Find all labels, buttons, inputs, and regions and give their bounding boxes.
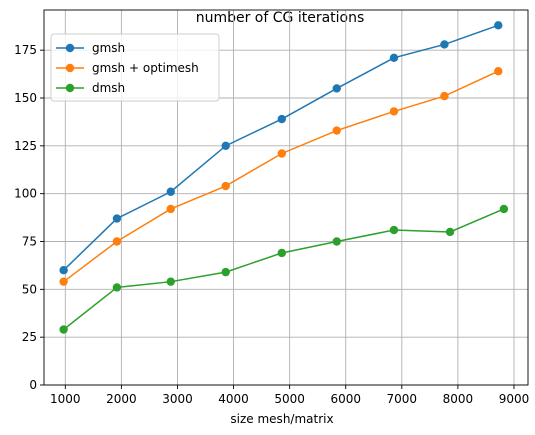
data-point [112, 214, 122, 223]
data-point [277, 149, 286, 158]
data-point [112, 283, 122, 292]
data-point [277, 248, 286, 258]
data-point [59, 277, 68, 286]
grid [44, 10, 528, 386]
y-tick-label: 50 [22, 282, 37, 296]
x-tick-label: 9000 [499, 392, 530, 406]
y-tick-label: 75 [22, 235, 37, 249]
x-tick-label: 2000 [106, 392, 137, 406]
data-point [494, 21, 503, 30]
x-tick-label: 7000 [387, 392, 418, 406]
plot-area-frame [43, 9, 529, 386]
series-layer [59, 21, 509, 334]
legend-label: dmsh [92, 81, 125, 95]
x-tick-label: 3000 [162, 392, 193, 406]
chart-title: number of CG iterations [196, 10, 365, 26]
data-point [277, 114, 286, 124]
data-point [389, 225, 399, 235]
data-point [59, 266, 68, 275]
data-point [389, 107, 399, 116]
data-point [440, 91, 449, 101]
data-point [440, 40, 449, 49]
data-point [59, 325, 68, 334]
data-point [332, 84, 341, 93]
y-tick-label: 175 [14, 43, 37, 57]
series-line-2 [63, 208, 505, 331]
x-tick-label: 1000 [50, 392, 81, 406]
y-tick-label: 25 [22, 330, 37, 344]
y-tick-label: 0 [29, 378, 37, 392]
legend-label: gmsh [92, 41, 125, 55]
data-point [166, 204, 175, 214]
y-tick-label: 100 [14, 187, 37, 201]
data-point [499, 204, 509, 214]
legend-swatch-marker [65, 43, 75, 53]
y-tick-label: 125 [14, 139, 37, 153]
y-tick-label: 150 [14, 91, 37, 105]
data-point [112, 237, 122, 246]
data-point [494, 67, 503, 76]
data-point [332, 237, 341, 246]
data-point [445, 227, 455, 237]
data-point [389, 53, 399, 63]
data-point [332, 126, 341, 135]
data-point [166, 187, 175, 196]
x-axis-label: size mesh/matrix [230, 412, 333, 426]
legend-swatch-marker [65, 83, 75, 93]
data-point [221, 181, 230, 191]
legend: gmsh gmsh + optimesh dmsh [50, 33, 220, 102]
x-tick-label: 4000 [218, 392, 249, 406]
data-point [221, 141, 230, 151]
legend-label: gmsh + optimesh [92, 61, 199, 75]
data-point [221, 267, 230, 277]
legend-swatch-marker [65, 63, 75, 73]
data-point [166, 277, 175, 286]
x-tick-label: 5000 [274, 392, 305, 406]
axis-ticks: 1000 2000 3000 4000 5000 6000 7000 8000 9000 0 25 5… [14, 43, 529, 406]
legend-box [50, 33, 220, 102]
x-tick-label: 6000 [330, 392, 361, 406]
x-tick-label: 8000 [443, 392, 474, 406]
